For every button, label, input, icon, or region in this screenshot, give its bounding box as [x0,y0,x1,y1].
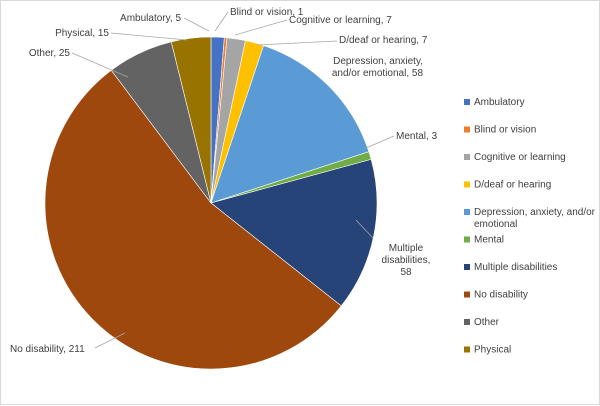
pie-slice-depression-anxiety-and-or-emotional [210,45,370,204]
legend-swatch [464,264,470,270]
legend-swatch [464,99,470,105]
legend-label: Blind or vision [474,125,536,136]
data-label-ambulatory: Ambulatory, 5 [120,13,181,24]
leader-line-cognitive-or-learning [234,19,288,36]
legend-swatch [464,346,470,353]
data-label-no-disability: No disability, 211 [10,344,85,355]
legend-item-d-deaf-or-hearing: D/deaf or hearing [464,180,551,191]
leader-line-other [71,52,129,78]
legend-swatch [464,319,470,325]
data-labels: Ambulatory, 5 Blind or vision, 1Cognitive… [10,7,438,355]
legend-item-no-disability: No disability [464,290,528,301]
legend-item-blind-or-vision: Blind or vision [464,125,536,136]
data-label-physical: Physical, 15 [55,28,109,39]
legend-item-cognitive-or-learning: Cognitive or learning [464,152,566,163]
legend-label: Physical [474,345,511,356]
leader-line-multiple-disabilities [355,219,374,239]
legend-label: Multiple disabilities [474,262,557,273]
leader-lines [71,11,395,349]
legend-swatch [464,209,470,215]
leader-line-blind-or-vision [214,11,229,32]
legend-label: Mental [474,235,504,246]
legend-label: Ambulatory [474,97,525,108]
legend-label: Cognitive or learning [474,152,566,163]
legend-item-depression-anxiety-and-or-emotional: Depression, anxiety, and/or emotional [464,207,596,230]
pie-slices [44,36,378,370]
data-label-other: Other, 25 [29,48,71,59]
pie-slice-no-disability [44,69,342,370]
legend-item-ambulatory: Ambulatory [464,97,525,108]
data-label-multiple-disabilities: Multiple disabilities, 58 [382,243,431,278]
leader-line-ambulatory [183,17,210,32]
data-label-cognitive-or-learning: Cognitive or learning, 7 [289,15,392,26]
legend-swatch [464,291,470,298]
legend-swatch [464,236,470,243]
data-label-blind-or-vision: Blind or vision, 1 [230,7,304,18]
data-label-d-deaf-or-hearing: D/deaf or hearing, 7 [339,35,428,46]
leader-line-mental [365,135,395,149]
legend-item-mental: Mental [464,235,504,246]
legend: Ambulatory Blind or vision Cognitive or le… [464,97,596,356]
pie-slice-multiple-disabilities [210,159,378,307]
leader-line-d-deaf-or-hearing [256,40,338,46]
legend-label: D/deaf or hearing [474,180,551,191]
leader-line-no-disability [94,332,126,349]
legend-item-physical: Physical [464,345,511,356]
legend-swatch [464,181,470,188]
data-label-mental: Mental, 3 [396,131,438,142]
legend-label: Other [474,317,500,328]
legend-item-other: Other [464,317,500,328]
legend-item-multiple-disabilities: Multiple disabilities [464,262,557,273]
legend-label: No disability [474,290,528,301]
legend-label: Depression, anxiety, and/or emotional [474,207,596,230]
pie-slice-physical [170,36,212,204]
legend-swatch [464,154,470,160]
data-label-depression-anxiety-and-or-emotional: Depression, anxiety, and/or emotional, 58 [332,56,424,79]
leader-line-physical [110,32,188,41]
legend-swatch [464,126,470,133]
